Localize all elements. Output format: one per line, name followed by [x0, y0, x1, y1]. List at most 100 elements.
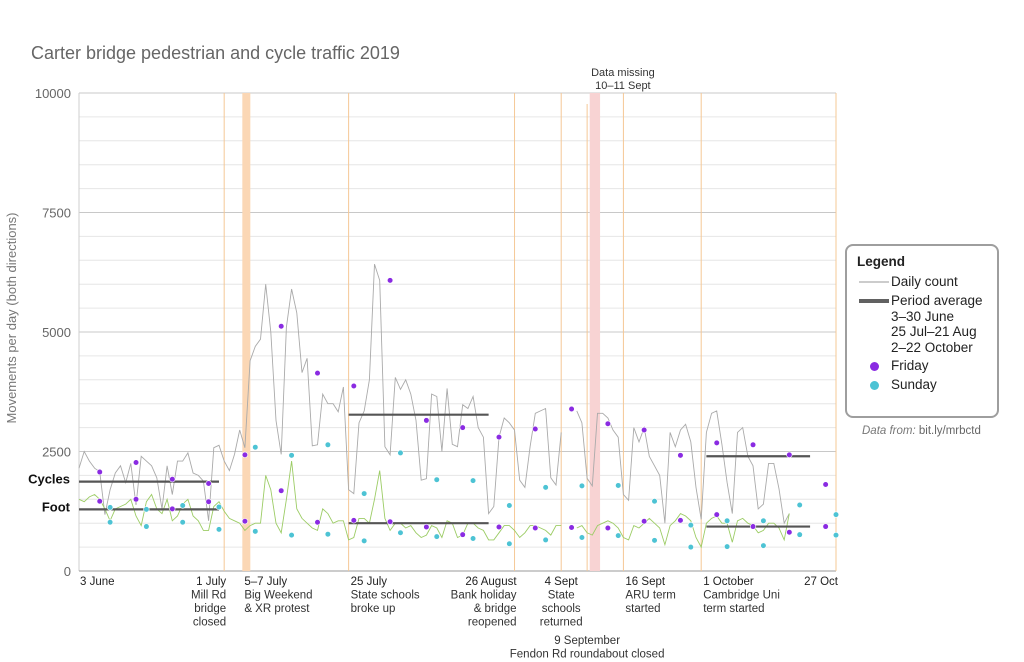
friday-point	[495, 434, 503, 441]
event-label: State schools	[351, 590, 420, 602]
legend-label-sunday: Sunday	[891, 377, 937, 392]
friday-point	[532, 524, 539, 532]
sunday-point	[542, 484, 549, 491]
friday-point	[314, 519, 321, 526]
friday-point	[677, 452, 684, 459]
friday-point	[495, 523, 503, 531]
y-tick-label: 2500	[42, 445, 71, 460]
x-tick-label: 3 June	[80, 576, 115, 588]
event-band	[242, 93, 251, 571]
thin-line-swatch	[859, 281, 889, 283]
sunday-point	[651, 537, 658, 544]
event-label: broke up	[351, 603, 396, 615]
event-label: Fendon Rd roundabout closed	[510, 649, 665, 661]
friday-point	[641, 426, 648, 434]
event-label: Big Weekend	[244, 590, 312, 602]
event-label: ARU term	[625, 590, 675, 602]
event-label: 9 September	[554, 635, 620, 647]
friday-point	[822, 481, 829, 488]
sunday-point	[361, 537, 368, 544]
friday-point	[677, 517, 684, 524]
y-axis-label: Movements per day (both directions)	[4, 213, 19, 424]
friday-point	[532, 425, 539, 433]
sunday-point	[433, 476, 440, 483]
friday-point	[205, 498, 212, 505]
sunday-point	[433, 533, 440, 540]
friday-point	[350, 517, 357, 524]
y-tick-label: 7500	[42, 206, 71, 221]
friday-point	[132, 496, 140, 503]
sunday-point	[107, 504, 114, 511]
friday-point	[423, 523, 430, 531]
legend-label-daily-count: Daily count	[891, 274, 958, 289]
friday-point	[205, 480, 212, 487]
friday-point	[641, 518, 648, 525]
legend-period-3: 2–22 October	[891, 339, 973, 355]
event-label: Bank holiday	[451, 590, 517, 602]
sunday-point	[542, 536, 549, 544]
friday-point	[278, 323, 285, 330]
sunday-point	[324, 531, 331, 538]
sunday-point	[179, 519, 186, 526]
data-source-link[interactable]: bit.ly/mrbctd	[918, 425, 981, 437]
event-label: & XR protest	[244, 603, 310, 615]
friday-point	[423, 417, 430, 424]
event-label: started	[625, 603, 660, 615]
sunday-point	[397, 529, 404, 536]
sunday-point	[397, 449, 404, 457]
sunday-point	[215, 503, 223, 511]
sunday-point	[796, 501, 803, 509]
friday-point	[822, 523, 829, 530]
sunday-point	[760, 542, 767, 549]
event-label: State	[548, 590, 575, 602]
sunday-point	[469, 477, 477, 484]
sunday-point	[760, 517, 767, 524]
legend-item-friday: Friday	[857, 358, 987, 374]
event-label: reopened	[468, 617, 517, 629]
sunday-point	[615, 532, 622, 539]
friday-point	[386, 277, 394, 284]
missing-data-band	[589, 93, 601, 571]
friday-point	[241, 451, 249, 458]
series-label-cycles: Cycles	[28, 472, 70, 487]
sunday-dot-swatch	[869, 380, 879, 390]
y-tick-label: 10000	[35, 86, 71, 101]
sunday-point	[578, 534, 586, 541]
series-label-foot: Foot	[42, 499, 71, 514]
sunday-point	[324, 441, 331, 448]
friday-point	[350, 382, 357, 390]
event-label: 4 Sept	[545, 576, 579, 588]
sunday-point	[215, 526, 223, 533]
data-source: Data from: bit.ly/mrbctd	[862, 425, 981, 437]
missing-data-label: 10–11 Sept	[595, 80, 650, 92]
sunday-point	[252, 528, 259, 535]
sunday-point	[724, 517, 731, 524]
event-label: closed	[193, 617, 226, 629]
event-label: 1 October	[703, 576, 754, 588]
event-label: & bridge	[474, 603, 517, 615]
sunday-point	[252, 444, 259, 451]
sunday-point	[832, 511, 840, 518]
y-tick-label: 0	[64, 564, 71, 579]
friday-point	[786, 451, 793, 458]
sunday-point	[687, 522, 694, 529]
sunday-point	[143, 523, 150, 530]
sunday-point	[651, 498, 658, 505]
event-label: Cambridge Uni	[703, 590, 780, 602]
sunday-point	[288, 532, 295, 539]
event-label: bridge	[194, 603, 226, 615]
legend-item-daily-count: Daily count	[857, 274, 987, 290]
series-line-cycles	[78, 263, 790, 525]
friday-point	[241, 518, 249, 525]
friday-point	[169, 505, 176, 512]
sunday-point	[578, 482, 586, 490]
sunday-point	[143, 506, 150, 513]
thick-line-swatch	[859, 299, 889, 303]
event-label: schools	[542, 603, 581, 615]
legend-period-2: 25 Jul–21 Aug	[891, 324, 977, 339]
friday-point	[604, 420, 611, 427]
sunday-point	[687, 543, 694, 551]
event-label: 25 July	[351, 576, 388, 588]
sunday-point	[796, 531, 803, 538]
